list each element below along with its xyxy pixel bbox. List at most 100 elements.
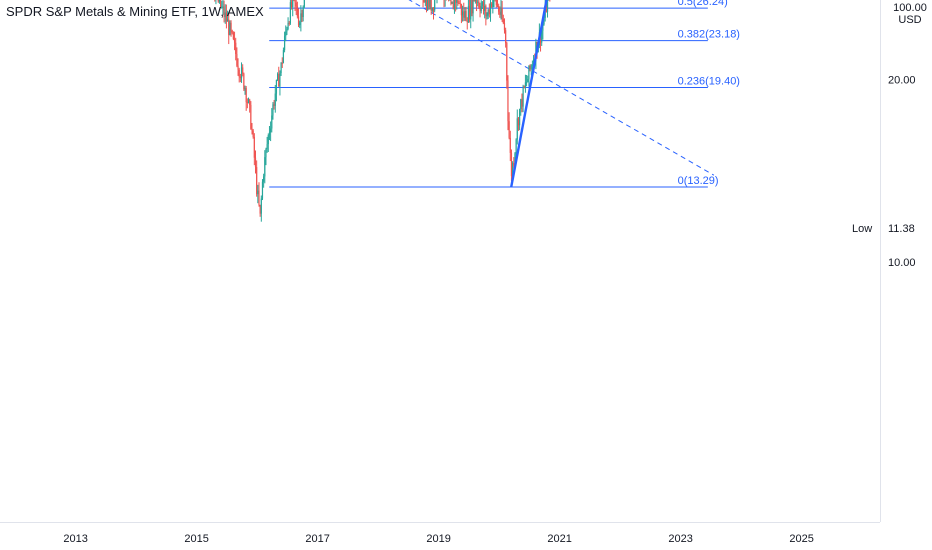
candle-body (527, 79, 529, 83)
candle-body (272, 104, 274, 116)
candle-body (503, 23, 506, 31)
candle-body (228, 19, 230, 35)
candle-body (292, 0, 294, 8)
candle-body (489, 3, 492, 15)
candle-body (294, 0, 296, 3)
candle-body (471, 0, 473, 14)
candle-body (283, 36, 286, 51)
candle-body (288, 22, 290, 24)
x-tick-label: 2023 (668, 533, 692, 545)
candle-body (480, 5, 482, 12)
candle-body (425, 0, 428, 10)
candle-body (261, 181, 264, 199)
candle-body (229, 22, 231, 35)
candle-body (508, 121, 510, 138)
candle-body (274, 93, 276, 106)
x-tick-label: 2021 (547, 533, 571, 545)
candle-body (256, 167, 258, 195)
x-tick-label: 2019 (426, 533, 450, 545)
candle-body (532, 59, 535, 65)
candle-body (431, 7, 433, 11)
candle-body (221, 6, 223, 8)
candle-body (510, 152, 513, 177)
candle-body (243, 73, 245, 90)
candle-body (459, 3, 461, 5)
candle-body (240, 67, 243, 79)
candle-body (461, 11, 464, 16)
candle-body (218, 0, 221, 2)
candle-body (266, 144, 268, 149)
candle-body (286, 28, 288, 32)
candle-body (429, 0, 431, 7)
candle-body (219, 0, 222, 7)
candle-body (541, 30, 543, 43)
candle-body (271, 115, 273, 129)
candle-body (242, 67, 244, 74)
candle-body (296, 6, 298, 17)
x-tick-label: 2025 (789, 533, 813, 545)
candle-body (239, 76, 241, 79)
fib-level-label: 0.236(19.40) (678, 76, 740, 88)
candle-body (231, 30, 233, 33)
candle-body (495, 0, 497, 6)
candle-body (278, 73, 280, 87)
candle-body (236, 54, 238, 66)
candle-body (260, 198, 262, 214)
candle-body (516, 118, 518, 140)
x-tick-label: 2015 (184, 533, 208, 545)
candle-body (427, 0, 429, 10)
candle-body (466, 21, 468, 23)
candle-body (250, 104, 252, 129)
candle-body (233, 39, 236, 43)
candle-body (492, 0, 494, 7)
candle-body (301, 13, 303, 18)
candle-body (546, 0, 549, 12)
candle-body (230, 22, 232, 31)
candle-body (465, 10, 467, 22)
candle-body (450, 0, 452, 4)
candle-body (468, 6, 471, 20)
price-axis-area (880, 0, 932, 550)
currency-label: 100.00 USD (890, 2, 930, 26)
candle-body (237, 65, 239, 70)
candle-body (268, 132, 271, 136)
y-tick-label: 10.00 (888, 257, 916, 269)
chart-title: SPDR S&P Metals & Mining ETF, 1W, AMEX (6, 4, 264, 19)
candle-body (275, 79, 278, 94)
candle-body (498, 6, 500, 12)
candle-body (522, 86, 524, 107)
candle-body (523, 86, 525, 88)
candle-body (249, 99, 251, 105)
candle-body (280, 62, 282, 74)
candle-body (217, 0, 219, 2)
candle-body (488, 9, 490, 15)
candle-body (486, 15, 488, 17)
candle-body (542, 24, 544, 31)
price-tag-box (847, 220, 878, 236)
candle-body (235, 42, 237, 55)
candle-body (467, 6, 470, 23)
candle-body (451, 1, 453, 4)
candle-body (455, 0, 457, 3)
candle-body (485, 5, 487, 17)
candle-body (464, 10, 466, 18)
candle-body (225, 12, 228, 22)
candle-body (432, 7, 435, 11)
candle-body (244, 88, 246, 90)
candle-body (478, 1, 480, 8)
candle-body (226, 19, 229, 22)
candle-body (470, 0, 472, 20)
candle-body (299, 22, 301, 26)
candle-body (238, 69, 240, 77)
candle-body (545, 4, 547, 12)
candle-body (502, 19, 504, 24)
price-tag-label: Low (852, 223, 872, 235)
candle-body (279, 73, 281, 87)
price-label-box (881, 220, 931, 236)
candle-body (232, 32, 234, 40)
candle-body (423, 0, 425, 3)
fib-level-label: 0.5(26.24) (678, 0, 728, 8)
candle-body (289, 2, 291, 24)
candle-body (484, 5, 486, 11)
